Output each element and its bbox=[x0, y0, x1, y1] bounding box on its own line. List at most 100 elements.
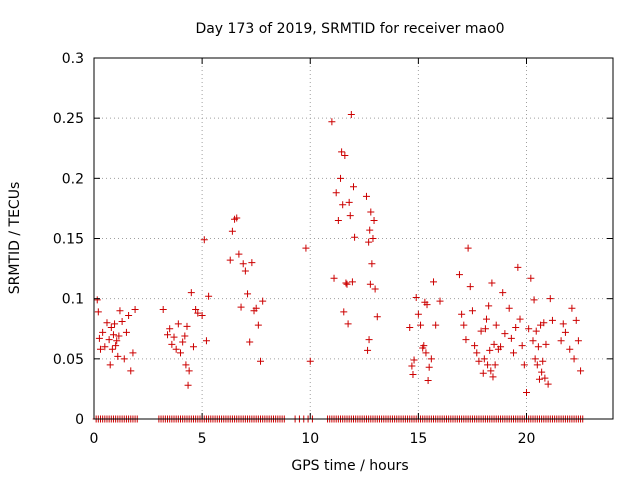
data-point bbox=[484, 361, 492, 369]
x-tick-label: 15 bbox=[409, 431, 427, 447]
data-point bbox=[248, 259, 256, 267]
data-point bbox=[347, 111, 355, 119]
data-point bbox=[477, 327, 485, 335]
data-point bbox=[127, 367, 135, 375]
data-point bbox=[114, 352, 122, 360]
data-point bbox=[514, 263, 522, 271]
data-point bbox=[122, 328, 130, 336]
data-point bbox=[200, 236, 208, 244]
data-point bbox=[131, 305, 139, 313]
data-point bbox=[566, 345, 574, 353]
data-point bbox=[338, 148, 346, 156]
data-point bbox=[373, 313, 381, 321]
data-point bbox=[481, 325, 489, 333]
data-point bbox=[95, 334, 103, 342]
data-point bbox=[499, 289, 507, 297]
data-point bbox=[345, 198, 353, 206]
data-point bbox=[364, 346, 372, 354]
data-point bbox=[534, 343, 542, 351]
data-point bbox=[366, 226, 374, 234]
x-tick-label: 0 bbox=[90, 431, 99, 447]
data-point bbox=[466, 283, 474, 291]
y-axis-label: SRMTID / TECUs bbox=[7, 182, 23, 295]
data-point bbox=[332, 189, 340, 197]
data-point bbox=[116, 307, 124, 315]
data-point bbox=[115, 332, 123, 340]
data-point bbox=[533, 361, 541, 369]
data-point bbox=[423, 301, 431, 309]
axis-ticks: 0 0.05 0.1 0.15 0.2 0.25 0.3 0 5 10 15 20 bbox=[53, 51, 613, 447]
data-point bbox=[497, 343, 505, 351]
data-point bbox=[343, 280, 351, 288]
data-point bbox=[487, 367, 495, 375]
data-point bbox=[94, 308, 102, 316]
data-point bbox=[257, 357, 265, 365]
data-point bbox=[348, 278, 356, 286]
data-point bbox=[479, 369, 487, 377]
data-point bbox=[198, 312, 206, 320]
data-point bbox=[432, 321, 440, 329]
data-point bbox=[254, 321, 262, 329]
data-point bbox=[365, 238, 373, 246]
data-point bbox=[490, 340, 498, 348]
data-point bbox=[170, 333, 178, 341]
data-point bbox=[369, 235, 377, 242]
data-point bbox=[468, 307, 476, 315]
data-point bbox=[306, 357, 314, 365]
y-tick-label: 0 bbox=[75, 412, 84, 428]
data-point bbox=[118, 318, 126, 326]
data-point bbox=[129, 349, 137, 357]
data-point bbox=[512, 324, 520, 332]
grid-lines bbox=[94, 58, 613, 419]
data-point bbox=[548, 316, 556, 324]
data-point bbox=[344, 320, 352, 328]
data-point bbox=[177, 349, 184, 357]
data-point bbox=[105, 336, 113, 344]
data-point bbox=[410, 356, 418, 364]
data-point bbox=[406, 324, 414, 332]
data-point bbox=[185, 367, 193, 375]
data-point bbox=[239, 260, 247, 268]
data-point bbox=[108, 345, 116, 353]
data-point bbox=[518, 342, 526, 350]
data-point bbox=[362, 192, 370, 200]
data-point bbox=[241, 267, 249, 275]
data-point bbox=[420, 342, 428, 350]
data-point bbox=[341, 151, 349, 159]
data-point bbox=[527, 274, 535, 282]
data-point bbox=[489, 373, 497, 381]
data-point bbox=[471, 342, 479, 350]
data-point bbox=[541, 374, 549, 382]
data-point bbox=[531, 355, 539, 363]
data-point bbox=[568, 304, 576, 312]
data-point bbox=[125, 312, 133, 320]
data-point bbox=[106, 361, 114, 369]
data-point bbox=[93, 296, 101, 304]
x-tick-label: 10 bbox=[301, 431, 319, 447]
data-point bbox=[337, 174, 345, 182]
data-point bbox=[339, 201, 347, 209]
data-point bbox=[107, 324, 115, 332]
data-point bbox=[458, 310, 466, 318]
data-point bbox=[492, 321, 500, 329]
data-point bbox=[192, 305, 200, 313]
data-point bbox=[480, 355, 488, 363]
data-point bbox=[194, 309, 202, 317]
data-point bbox=[430, 278, 438, 286]
data-point bbox=[539, 357, 547, 365]
data-point bbox=[166, 325, 174, 333]
data-point bbox=[570, 355, 578, 363]
data-point bbox=[172, 345, 180, 353]
data-point bbox=[111, 320, 119, 328]
chart-title: Day 173 of 2019, SRMTID for receiver mao… bbox=[195, 21, 504, 37]
x-tick-label: 20 bbox=[518, 431, 536, 447]
data-point bbox=[365, 336, 373, 344]
data-point bbox=[485, 302, 493, 310]
data-point bbox=[328, 118, 336, 126]
data-point bbox=[174, 320, 182, 328]
data-point bbox=[340, 308, 348, 316]
data-point bbox=[159, 305, 167, 313]
y-tick-label: 0.2 bbox=[62, 171, 84, 187]
data-point bbox=[408, 362, 416, 370]
